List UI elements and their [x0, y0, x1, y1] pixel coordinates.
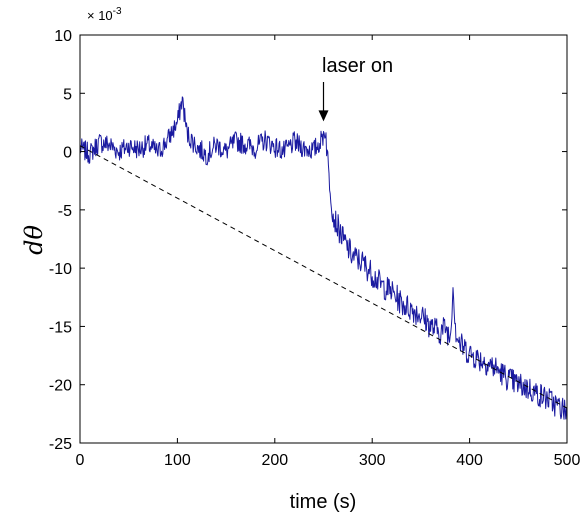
axes: 0 100 200 300 400 500 10 5 0 -5 -10 -15 -20 -25	[49, 28, 581, 469]
x-tick-label: 0	[76, 452, 85, 469]
annotation-label: laser on	[322, 55, 393, 77]
y-multiplier-label: × 10-3	[87, 6, 122, 23]
y-tick-label: 10	[54, 28, 72, 45]
annotation: laser on	[318, 55, 393, 122]
x-axis-title: time (s)	[290, 491, 357, 513]
x-tick-label: 300	[359, 452, 386, 469]
trend-line	[79, 145, 568, 409]
y-tick-label: -25	[49, 436, 72, 453]
y-tick-label: -10	[49, 261, 72, 278]
x-tick-label: 100	[164, 452, 191, 469]
y-tick-label: -15	[49, 319, 72, 336]
y-tick-label: -5	[58, 203, 72, 220]
signal-series	[79, 96, 568, 420]
y-tick-label: 0	[63, 145, 72, 162]
y-tick-label: 5	[63, 86, 72, 103]
plot-frame	[79, 34, 568, 444]
x-tick-label: 400	[456, 452, 483, 469]
y-axis-title: dθ	[20, 225, 48, 255]
annotation-arrow-head	[318, 110, 329, 122]
x-tick-label: 200	[261, 452, 288, 469]
x-tick-label: 500	[554, 452, 581, 469]
plot-area	[79, 96, 568, 420]
y-tick-label: -20	[49, 378, 72, 395]
